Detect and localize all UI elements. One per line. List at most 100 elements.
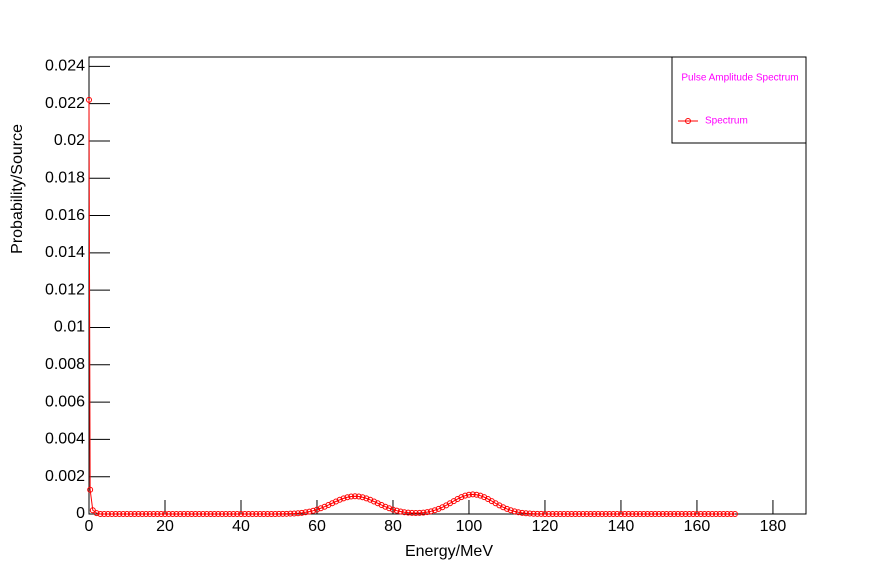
point: [389, 506, 396, 513]
point: [431, 507, 438, 514]
point: [97, 511, 104, 517]
point: [127, 511, 134, 517]
point: [226, 511, 233, 517]
point: [348, 493, 355, 500]
point: [477, 492, 484, 499]
point: [503, 505, 510, 512]
point: [720, 511, 727, 517]
point: [306, 508, 313, 515]
point: [507, 507, 514, 514]
point: [253, 511, 260, 517]
point: [298, 509, 305, 516]
point: [283, 510, 290, 517]
point: [731, 511, 738, 517]
x-tick-label: 0: [85, 518, 94, 535]
point: [469, 491, 476, 498]
point: [249, 511, 256, 517]
point: [564, 511, 571, 517]
point: [287, 510, 294, 517]
x-tick-label: 60: [308, 518, 326, 535]
y-tick-label: 0.024: [45, 58, 85, 75]
point: [336, 496, 343, 503]
y-tick-label: 0: [76, 505, 85, 522]
x-tick-label: 40: [232, 518, 250, 535]
point: [344, 494, 351, 501]
point: [655, 511, 662, 517]
point: [424, 509, 431, 516]
point: [640, 511, 647, 517]
y-axis-label: Probability/Source: [9, 124, 26, 254]
point: [545, 511, 552, 517]
point: [89, 507, 96, 514]
y-tick-label: 0.006: [45, 393, 85, 410]
y-tick-label: 0.002: [45, 468, 85, 485]
point: [158, 511, 165, 517]
point: [602, 511, 609, 517]
point: [264, 511, 271, 517]
point: [530, 510, 537, 517]
point: [218, 511, 225, 517]
point: [112, 511, 119, 517]
point: [462, 492, 469, 499]
point: [579, 511, 586, 517]
point: [173, 511, 180, 517]
point: [116, 511, 123, 517]
point: [583, 511, 590, 517]
y-tick-label: 0.012: [45, 281, 85, 298]
point: [697, 511, 704, 517]
point: [268, 511, 275, 517]
x-tick-label: 80: [384, 518, 402, 535]
point: [557, 511, 564, 517]
y-tick-label: 0.008: [45, 356, 85, 373]
point: [617, 511, 624, 517]
point: [382, 503, 389, 510]
point: [572, 511, 579, 517]
point: [625, 511, 632, 517]
point: [279, 510, 286, 517]
point: [633, 511, 640, 517]
point: [568, 511, 575, 517]
point: [541, 511, 548, 517]
point: [716, 511, 723, 517]
point: [522, 510, 529, 517]
point: [709, 511, 716, 517]
point: [222, 511, 229, 517]
point: [690, 511, 697, 517]
legend-marker: [685, 118, 691, 124]
y-tick-label: 0.01: [54, 319, 85, 336]
point: [500, 504, 507, 511]
frame: [88, 56, 807, 515]
point: [473, 491, 480, 498]
point: [120, 511, 127, 517]
point: [146, 511, 153, 517]
point: [139, 511, 146, 517]
point: [705, 511, 712, 517]
x-tick-label: 120: [532, 518, 559, 535]
point: [549, 511, 556, 517]
point: [275, 510, 282, 517]
legend-label: Spectrum: [705, 116, 748, 127]
point: [595, 511, 602, 517]
point: [237, 511, 244, 517]
y-tick-label: 0.004: [45, 431, 85, 448]
point: [260, 511, 267, 517]
point: [302, 509, 309, 516]
point: [591, 511, 598, 517]
x-tick-label: 100: [456, 518, 483, 535]
point: [93, 510, 100, 517]
point: [86, 96, 92, 103]
point: [671, 511, 678, 517]
y-tick-label: 0.018: [45, 169, 85, 186]
point: [192, 511, 199, 517]
point: [351, 493, 358, 500]
y-tick-label: 0.02: [54, 132, 85, 149]
point: [184, 511, 191, 517]
point: [150, 511, 157, 517]
point: [712, 511, 719, 517]
point: [142, 511, 149, 517]
point: [108, 511, 115, 517]
point: [363, 495, 370, 502]
point: [686, 511, 693, 517]
point: [519, 509, 526, 516]
point: [659, 511, 666, 517]
